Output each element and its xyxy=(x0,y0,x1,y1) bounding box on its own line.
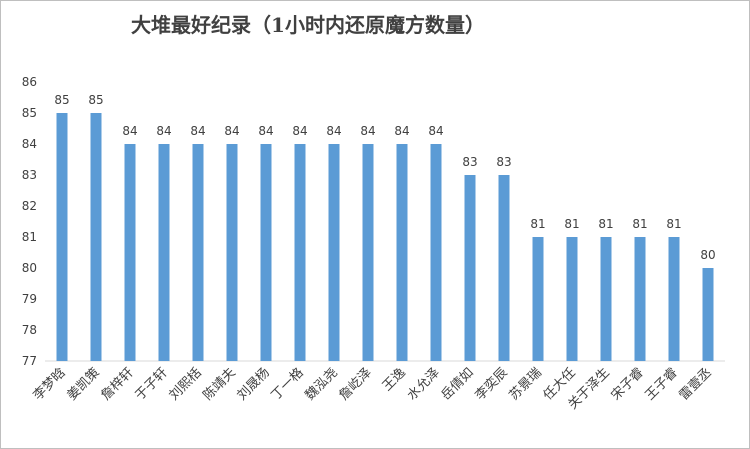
bar xyxy=(498,175,510,361)
data-label: 84 xyxy=(360,124,375,138)
y-tick-label: 79 xyxy=(22,292,37,306)
data-label: 84 xyxy=(156,124,171,138)
data-label: 84 xyxy=(394,124,409,138)
data-label: 84 xyxy=(224,124,239,138)
data-label: 81 xyxy=(530,217,545,231)
y-tick-label: 78 xyxy=(22,323,37,337)
bar xyxy=(124,144,136,361)
data-label: 85 xyxy=(88,93,103,107)
bar xyxy=(566,237,578,361)
chart-title: 大堆最好纪录（1小时内还原魔方数量） xyxy=(131,13,485,37)
bar xyxy=(90,113,102,361)
y-tick-label: 81 xyxy=(22,230,37,244)
bar xyxy=(634,237,646,361)
data-label: 84 xyxy=(190,124,205,138)
data-label: 85 xyxy=(54,93,69,107)
bar xyxy=(226,144,238,361)
data-label: 84 xyxy=(122,124,137,138)
bar xyxy=(56,113,68,361)
data-label: 81 xyxy=(598,217,613,231)
y-tick-label: 83 xyxy=(22,168,37,182)
bar xyxy=(158,144,170,361)
y-tick-label: 84 xyxy=(22,137,37,151)
data-label: 83 xyxy=(496,155,511,169)
data-label: 80 xyxy=(700,248,715,262)
data-label: 81 xyxy=(632,217,647,231)
bar xyxy=(294,144,306,361)
bar xyxy=(328,144,340,361)
data-label: 84 xyxy=(292,124,307,138)
data-label: 81 xyxy=(666,217,681,231)
bar xyxy=(600,237,612,361)
data-label: 83 xyxy=(462,155,477,169)
y-tick-label: 77 xyxy=(22,354,37,368)
bar xyxy=(192,144,204,361)
bar xyxy=(702,268,714,361)
bar xyxy=(260,144,272,361)
bar xyxy=(362,144,374,361)
y-tick-label: 86 xyxy=(22,75,37,89)
bar xyxy=(668,237,680,361)
data-label: 81 xyxy=(564,217,579,231)
bar xyxy=(464,175,476,361)
data-label: 84 xyxy=(326,124,341,138)
bar xyxy=(430,144,442,361)
y-tick-label: 80 xyxy=(22,261,37,275)
data-label: 84 xyxy=(428,124,443,138)
y-tick-label: 85 xyxy=(22,106,37,120)
bar xyxy=(532,237,544,361)
y-tick-label: 82 xyxy=(22,199,37,213)
data-label: 84 xyxy=(258,124,273,138)
bar xyxy=(396,144,408,361)
